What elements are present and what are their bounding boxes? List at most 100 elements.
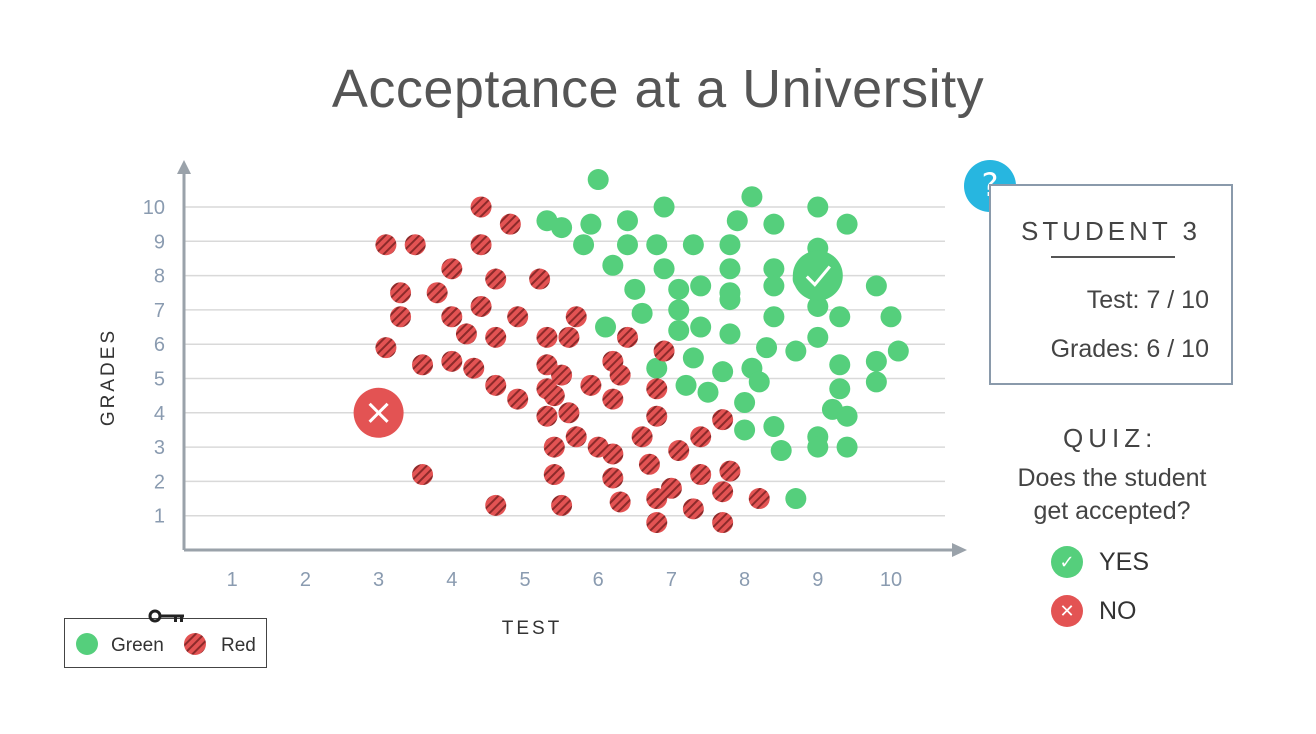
green-point: [719, 258, 741, 280]
quiz-question-line-1: Does the student: [1017, 464, 1207, 492]
green-point: [756, 337, 778, 359]
green-point: [646, 234, 668, 256]
red-point: [602, 467, 624, 489]
red-point: [660, 477, 682, 499]
student-card: STUDENT 3 Test: 7 / 10 Grades: 6 / 10: [989, 184, 1233, 385]
red-point: [470, 234, 492, 256]
green-point: [880, 306, 902, 328]
red-point: [580, 374, 602, 396]
green-point: [763, 275, 785, 297]
green-point: [675, 374, 697, 396]
red-point: [536, 405, 558, 427]
quiz-question-line-2: get accepted?: [1033, 497, 1191, 525]
red-point: [712, 481, 734, 503]
green-point: [785, 340, 807, 362]
answer-yes-button[interactable]: ✓ YES: [1051, 545, 1149, 579]
green-point: [690, 275, 712, 297]
red-point: [558, 402, 580, 424]
green-point: [829, 354, 851, 376]
y-tick-label: 2: [154, 471, 165, 493]
red-point: [463, 357, 485, 379]
red-point: [455, 323, 477, 345]
red-point: [712, 512, 734, 534]
red-point: [719, 460, 741, 482]
answer-no-button[interactable]: ✕ NO: [1051, 594, 1137, 628]
green-point: [602, 254, 624, 276]
y-tick-label: 1: [154, 506, 165, 528]
green-point: [551, 217, 573, 239]
red-point: [646, 405, 668, 427]
green-point: [587, 169, 609, 191]
quiz-question: Does the student get accepted?: [996, 462, 1228, 528]
x-tick-label: 5: [519, 569, 530, 591]
red-point: [565, 426, 587, 448]
green-point: [807, 196, 829, 218]
green-point: [836, 436, 858, 458]
chart-legend: Green Red: [64, 618, 267, 668]
red-point: [390, 282, 412, 304]
green-point: [682, 234, 704, 256]
red-point: [375, 234, 397, 256]
green-point: [726, 210, 748, 232]
legend-red-label: Red: [221, 635, 256, 656]
red-point: [646, 512, 668, 534]
red-point: [748, 488, 770, 510]
x-tick-label: 9: [812, 569, 823, 591]
green-point: [624, 278, 646, 300]
y-tick-label: 7: [154, 300, 165, 322]
green-point: [763, 306, 785, 328]
x-tick-label: 10: [880, 569, 902, 591]
green-point: [763, 213, 785, 235]
red-point: [441, 258, 463, 280]
green-point: [829, 378, 851, 400]
green-point: [763, 258, 785, 280]
red-point: [390, 306, 412, 328]
green-point: [748, 371, 770, 393]
red-point: [668, 440, 690, 462]
red-point: [653, 340, 675, 362]
green-point: [682, 347, 704, 369]
green-point: [712, 361, 734, 383]
green-point: [668, 278, 690, 300]
red-point: [609, 364, 631, 386]
red-point: [712, 409, 734, 431]
green-point: [741, 186, 763, 208]
x-axis-arrow: [952, 543, 967, 557]
red-point: [558, 326, 580, 348]
x-tick-label: 7: [666, 569, 677, 591]
legend-green-marker: [76, 633, 98, 655]
red-point: [551, 494, 573, 516]
y-axis-arrow: [177, 160, 191, 174]
green-point: [770, 440, 792, 462]
green-point: [785, 488, 807, 510]
green-point: [719, 234, 741, 256]
green-point: [836, 405, 858, 427]
y-tick-label: 3: [154, 437, 165, 459]
highlighted-points: [353, 250, 843, 438]
red-point: [638, 453, 660, 475]
x-tick-label: 4: [446, 569, 457, 591]
x-tick-label: 2: [300, 569, 311, 591]
green-point: [595, 316, 617, 338]
card-divider: [1051, 256, 1175, 258]
green-point: [668, 319, 690, 341]
green-point: [646, 357, 668, 379]
red-point: [690, 464, 712, 486]
y-tick-label: 4: [154, 403, 165, 425]
red-point: [485, 326, 507, 348]
green-point: [668, 299, 690, 321]
green-point: [807, 436, 829, 458]
x-tick-label: 6: [593, 569, 604, 591]
red-point: [690, 426, 712, 448]
red-point: [507, 388, 529, 410]
red-point: [426, 282, 448, 304]
green-point: [719, 323, 741, 345]
axes: [177, 160, 967, 557]
red-point: [682, 498, 704, 520]
red-point: [616, 326, 638, 348]
red-point: [412, 464, 434, 486]
green-point: [631, 302, 653, 324]
red-point: [536, 354, 558, 376]
legend-red-marker: [184, 633, 206, 655]
red-point: [441, 306, 463, 328]
